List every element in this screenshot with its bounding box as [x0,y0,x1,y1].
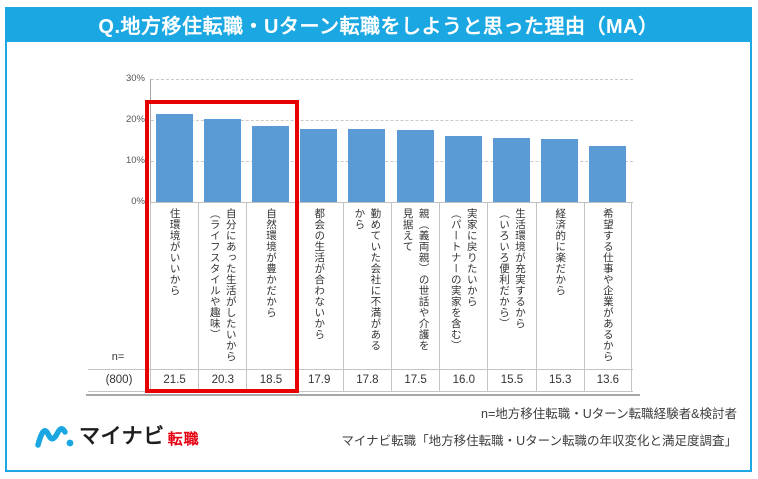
chart-bar-8 [493,138,530,202]
category-label-text: 自然環境が豊かだから [264,208,277,318]
category-label-7: 実家に戻りたいから （パートナーの実家を含む） [439,202,487,369]
chart-bar-6 [396,130,434,203]
category-label-text: 希望する仕事や企業があるから [601,208,614,362]
value-cell-1: 21.5 [150,369,198,391]
category-label-8: 生活環境が充実するから （いろいろ便利だから） [487,202,535,369]
logo-wave-icon [35,426,74,448]
chart-bar-10 [589,146,627,202]
category-label-10: 希望する仕事や企業があるから [583,202,632,369]
n-equals-label: n= [111,351,125,363]
category-label-3: 自然環境が豊かだから [246,202,294,369]
category-label-9: 経済的に楽だから [535,202,584,369]
highlight-box [145,100,299,393]
chart-bar-7 [444,136,482,202]
gridline-10 [151,161,633,162]
category-label-text: 都会の生活が合わないから [313,208,326,340]
note-line-2: マイナビ転職「地方移住転職・Uターン転職の年収変化と満足度調査」 [341,434,737,448]
category-label-6: 親（義両親）の世話や介護を 見据えて [391,202,439,369]
category-label-4: 都会の生活が合わないから [294,202,343,369]
table-bottom-rule [86,394,640,396]
category-label-5: 勤めていた会社に不満がある から [342,202,391,369]
category-label-text: 勤めていた会社に不満がある から [353,208,382,351]
source-notes: n=地方移住転職・Uターン転職経験者&検討者 マイナビ転職「地方移住転職・Uター… [341,407,737,461]
value-cell-2: 20.3 [198,369,246,391]
category-label-text: 親（義両親）の世話や介護を 見据えて [401,208,430,351]
category-label-text: 自分にあった生活がしたいから （ライフスタイルや趣味） [208,208,237,362]
value-cell-7: 16.0 [439,369,487,391]
category-label-1: 住環境がいいから [150,202,198,369]
n-value-cell: (800) [105,374,133,386]
chart-bar-5 [348,129,386,202]
value-cell-8: 15.5 [487,369,535,391]
logo-text: マイナビ [79,425,165,448]
value-cell-3: 18.5 [246,369,294,391]
value-cell-9: 15.3 [535,369,584,391]
y-axis-line [150,79,151,202]
values-row-bottom-line [88,391,633,392]
value-cell-5: 17.8 [342,369,391,391]
category-label-text: 住環境がいいから [168,208,181,296]
title-bar: Q.地方移住転職・Uターン転職をしようと思った理由（MA） [5,7,752,42]
mynavi-logo: マイナビ 転職 [34,419,200,451]
y-tick-0pct: 0% [131,196,145,207]
category-label-text: 生活環境が充実するから （いろいろ便利だから） [497,208,526,329]
chart-bar-4 [300,128,338,202]
logo-suffix-text: 転職 [167,430,200,448]
note-line-1: n=地方移住転職・Uターン転職経験者&検討者 [481,407,737,421]
chart-bar-9 [541,139,579,202]
page-title: Q.地方移住転職・Uターン転職をしようと思った理由（MA） [98,16,659,38]
chart-bar-1 [155,113,193,202]
category-label-text: 経済的に楽だから [554,208,567,296]
y-tick-10pct: 10% [125,155,145,166]
y-tick-30pct: 30% [125,73,145,84]
chart-bar-3 [252,126,289,202]
values-row-top-line [88,369,633,370]
category-label-text: 実家に戻りたいから （パートナーの実家を含む） [449,208,478,351]
chart-bar-2 [203,118,241,202]
gridline-20 [151,120,633,121]
y-tick-20pct: 20% [125,114,145,125]
gridline-30 [151,79,633,80]
category-label-2: 自分にあった生活がしたいから （ライフスタイルや趣味） [198,202,246,369]
value-cell-10: 13.6 [583,369,632,391]
value-cell-4: 17.9 [294,369,343,391]
value-cell-6: 17.5 [391,369,439,391]
